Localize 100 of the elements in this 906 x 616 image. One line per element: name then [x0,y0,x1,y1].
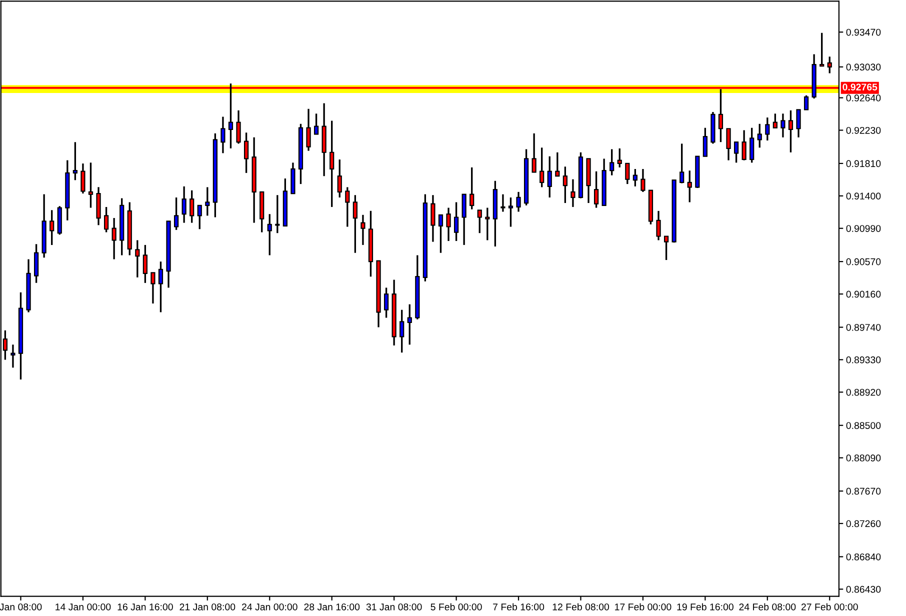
candlestick [617,148,622,168]
candlestick [485,206,490,242]
candlestick [220,116,226,154]
candlestick [174,196,179,231]
candlestick [352,194,358,254]
y-tick-label: 0.91810 [846,160,881,168]
candlestick [430,194,436,243]
candlestick [594,170,599,209]
candlestick [664,235,669,261]
candlestick [742,129,746,162]
candlestick [570,178,576,208]
candlestick [555,152,560,177]
candlestick [438,214,444,254]
candlestick [804,94,809,110]
x-tick-label: 12 Feb 08:00 [552,603,610,610]
candlestick [34,243,39,284]
candlestick [360,214,366,246]
candlestick [50,209,54,246]
y-tick-label: 0.88090 [846,454,881,462]
x-tick-label: 5 Feb 00:00 [430,603,482,610]
x-tick-label: 21 Jan 08:00 [180,603,236,610]
candlestick [734,141,739,164]
y-tick-label: 0.92640 [846,94,881,102]
candlestick [562,166,568,204]
candlestick [750,127,754,164]
candlestick [462,193,466,246]
y-tick-label: 0.91400 [846,192,881,200]
y-tick-label: 0.87260 [846,520,881,528]
candlestick [112,217,116,260]
x-tick-label: 24 Feb 08:00 [739,603,796,610]
y-tick-label: 0.90570 [846,258,881,266]
candlestick [632,168,638,188]
candlestick [135,239,140,278]
candlestick [244,132,249,174]
x-tick-label: 24 Jan 00:00 [242,603,298,610]
candlestick [454,201,459,242]
x-tick-label: 14 Jan 00:00 [56,603,111,610]
candlestick [640,168,646,193]
candlestick [547,155,552,198]
candlestick [407,303,412,346]
candlestick [788,110,794,154]
candlestick [330,120,334,208]
y-tick-label: 0.89330 [846,356,881,364]
candlestick [80,162,86,194]
candlestick [337,158,342,198]
x-tick-label: Jan 08:00 [0,603,42,610]
candlestick [500,193,506,213]
candlestick [384,286,389,319]
candlestick [104,206,109,234]
candlestick [182,186,186,224]
ref-line-label: 0.92765 [842,84,878,90]
x-tick-label: 7 Feb 16:00 [493,603,544,610]
x-tick-label: 31 Jan 08:00 [366,603,422,610]
candlestick [516,191,521,213]
candlestick [796,108,801,138]
candlestick [228,82,234,150]
x-tick-label: 16 Jan 16:00 [118,603,173,610]
y-tick-label: 0.86430 [846,586,881,593]
y-tick-label: 0.93030 [846,64,881,71]
candlestick [757,123,762,148]
candlestick [680,142,684,184]
candlestick [267,213,272,256]
candlestick [314,112,319,136]
candlestick [687,170,692,204]
candlestick [540,146,544,188]
candlestick [345,186,350,228]
candlestick [820,32,824,67]
candlestick [236,110,241,144]
candlestick [400,309,404,354]
candlestick [142,244,148,284]
candlestick [150,272,156,304]
candlestick [470,166,474,210]
x-tick-label: 27 Feb 00:00 [801,603,858,610]
candlestick [275,194,280,234]
candlestick [765,116,770,142]
candlestick [72,141,78,181]
candlestick [197,204,202,230]
x-tick-label: 17 Feb 00:00 [615,603,672,610]
candlestick [158,260,164,314]
candlestick [702,127,708,158]
y-tick-label: 0.88920 [846,388,881,396]
candlestick [446,206,451,242]
y-tick-label: 0.90990 [846,225,881,232]
y-tick-label: 0.90160 [846,290,881,298]
candlestick [656,210,661,242]
candlestick [306,108,311,152]
y-tick-label: 0.92230 [846,126,881,134]
candlestick [772,112,778,129]
candlestick [10,344,16,368]
y-tick-label: 0.87670 [846,488,881,495]
candlestick [610,148,614,176]
candlestick [477,209,482,234]
y-tick-label: 0.86840 [846,553,881,560]
candlestick [625,162,630,185]
candlestick [88,162,94,209]
candlestick [780,112,786,138]
x-tick-label: 28 Jan 16:00 [304,603,360,610]
candlestick [532,132,536,173]
y-tick-label: 0.88500 [846,422,881,429]
candlestick [827,56,832,74]
